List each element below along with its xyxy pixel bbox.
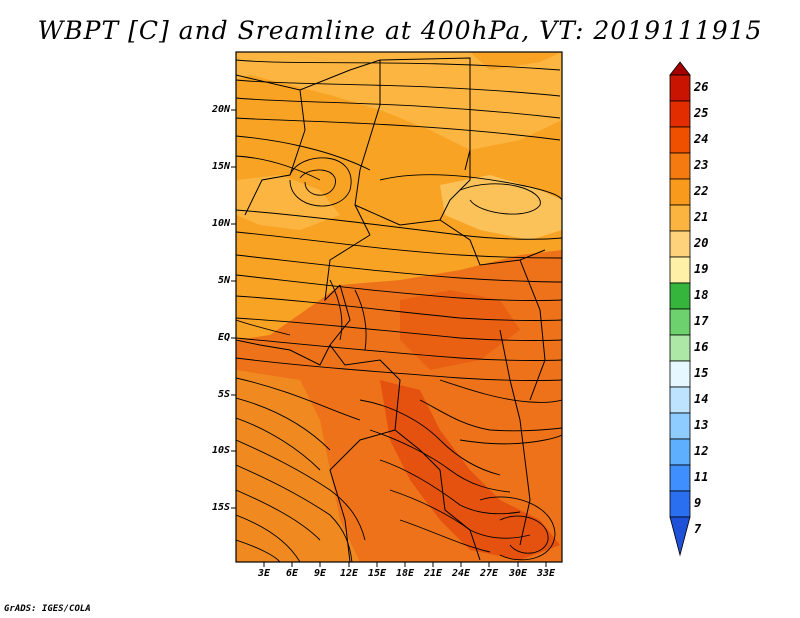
- wbpt-core-region: [400, 290, 520, 370]
- colorbar-label: 23: [694, 158, 709, 172]
- lat-label: 5N: [217, 275, 230, 286]
- colorbar-label: 22: [694, 184, 709, 198]
- colorbar-label: 7: [694, 522, 702, 536]
- lon-label: 33E: [536, 568, 556, 579]
- map-plot-area: [236, 52, 562, 562]
- lat-label: 10S: [211, 445, 230, 456]
- lon-label: 3E: [257, 568, 271, 579]
- colorbar-label: 14: [694, 392, 709, 406]
- lat-label: 10N: [211, 218, 230, 229]
- credit-text: GrADS: IGES/COLA: [4, 604, 91, 614]
- colorbar-label: 20: [694, 236, 709, 250]
- lon-label: 9E: [313, 568, 327, 579]
- colorbar-label: 16: [694, 340, 709, 354]
- colorbar-bottom-arrow: [669, 516, 691, 557]
- colorbar-label: 26: [694, 80, 709, 94]
- colorbar: [669, 61, 691, 557]
- colorbar-label: 19: [694, 262, 709, 276]
- lat-ticks: [231, 109, 236, 509]
- wbpt-pale-patch: [236, 52, 562, 150]
- lat-label: EQ: [217, 332, 230, 343]
- lon-label: 24E: [451, 568, 471, 579]
- lon-label: 18E: [395, 568, 415, 579]
- lon-ticks: [263, 562, 547, 567]
- colorbar-label: 25: [694, 106, 709, 120]
- colorbar-label: 18: [694, 288, 709, 302]
- lon-label: 30E: [508, 568, 528, 579]
- lat-label: 5S: [217, 389, 230, 400]
- colorbar-label: 24: [694, 132, 709, 146]
- map-frame: [235, 51, 563, 563]
- colorbar-label: 13: [694, 418, 709, 432]
- lat-label: 15N: [211, 161, 230, 172]
- colorbar-top-arrow: [669, 61, 691, 76]
- lat-label: 20N: [211, 104, 230, 115]
- colorbar-label: 9: [694, 496, 702, 510]
- colorbar-label: 17: [694, 314, 709, 328]
- lon-label: 12E: [339, 568, 359, 579]
- lon-label: 6E: [285, 568, 299, 579]
- lon-label: 27E: [479, 568, 499, 579]
- country-borders: [236, 57, 546, 562]
- wbpt-core-region: [380, 380, 560, 560]
- lon-label: 15E: [367, 568, 387, 579]
- wbpt-pale-patch: [236, 175, 340, 230]
- colorbar-label: 12: [694, 444, 709, 458]
- colorbar-label: 21: [694, 210, 709, 224]
- lon-label: 21E: [423, 568, 443, 579]
- colorbar-label: 11: [694, 470, 709, 484]
- lat-label: 15S: [211, 502, 230, 513]
- map-title: WBPT [C] and Sreamline at 400hPa, VT: 20…: [37, 16, 763, 45]
- colorbar-label: 15: [694, 366, 709, 380]
- streamlines: [236, 59, 562, 562]
